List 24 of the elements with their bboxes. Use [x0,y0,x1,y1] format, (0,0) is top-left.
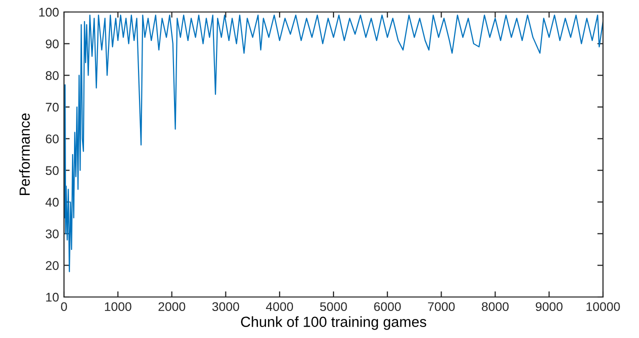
x-tick-label: 9000 [536,302,563,312]
x-tick-label: 8000 [482,302,509,312]
x-tick-label: 5000 [320,302,347,312]
x-tick-label: 0 [61,302,67,312]
x-tick-label: 7000 [428,302,455,312]
x-tick-label: 1000 [104,302,132,312]
y-tick-label: 70 [46,102,59,112]
y-tick-label: 10 [46,292,59,302]
y-tick-label: 60 [46,134,59,144]
y-tick-label: 40 [46,198,59,207]
x-tick-label: 3000 [212,302,240,312]
y-tick-label: 100 [39,8,59,17]
line-series [64,14,603,272]
y-tick-label: 20 [46,261,59,270]
y-tick-label: 50 [46,166,59,175]
y-axis-title: Performance [19,113,30,196]
x-tick-label: 2000 [158,302,186,312]
x-tick-label: 6000 [374,302,401,312]
x-axis-title: Chunk of 100 training games [241,316,426,330]
x-tick-label: 10000 [586,302,620,312]
y-tick-label: 30 [46,229,59,238]
y-tick-label: 80 [46,71,59,80]
x-tick-label: 4000 [266,302,294,312]
y-tick-label: 90 [46,39,59,48]
